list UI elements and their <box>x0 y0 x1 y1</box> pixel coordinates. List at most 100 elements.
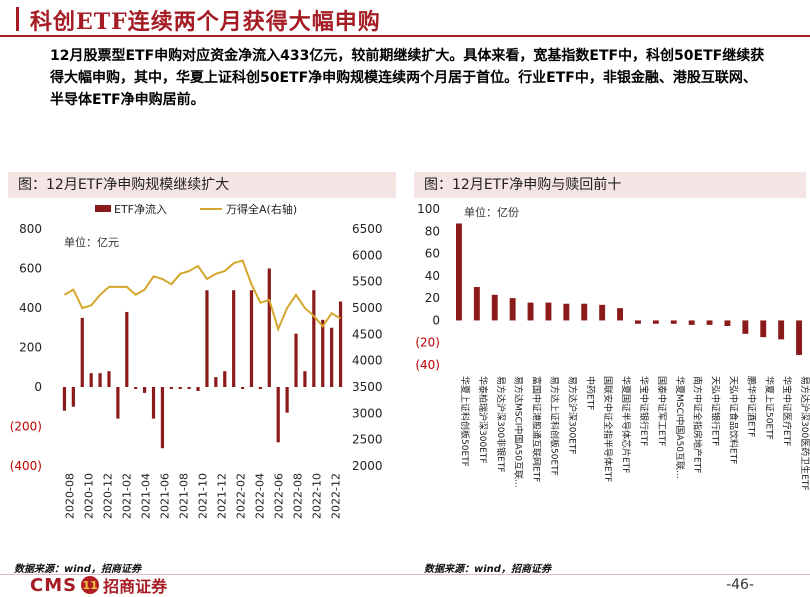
right-unit-label: 单位：亿份 <box>464 205 519 219</box>
etf-inflow-bar <box>338 301 343 387</box>
page-number: -46- <box>726 577 754 593</box>
net-subscription-bar <box>581 303 588 321</box>
etf-inflow-bar <box>240 387 245 389</box>
etf-inflow-bar <box>80 317 84 387</box>
right-y-tick-label: 6500 <box>352 222 383 236</box>
etf-inflow-bar <box>249 290 254 387</box>
etf-inflow-bar <box>187 387 191 389</box>
right-y-tick-label: 20 <box>425 291 440 305</box>
footer-line <box>0 574 810 575</box>
net-subscription-bar <box>527 302 534 321</box>
logo-cn-text: 招商证券 <box>103 577 168 596</box>
category-label: 易方达沪深300ETF <box>566 376 578 455</box>
net-subscription-bar <box>778 320 785 340</box>
net-subscription-bar <box>509 298 516 321</box>
etf-inflow-bar <box>205 290 209 387</box>
category-label: 南方中证全指房地产ETF <box>692 376 704 473</box>
x-tick-label: 2021-08 <box>178 473 191 519</box>
net-subscription-bar <box>545 302 552 321</box>
left-y-tick-label: 400 <box>19 301 42 315</box>
x-tick-label: 2021-10 <box>197 473 210 519</box>
right-chart-title: 图：12月ETF净申购与赎回前十 <box>414 172 806 198</box>
net-subscription-bar <box>724 320 731 326</box>
net-subscription-bar <box>617 308 624 321</box>
left-y-tick-label: 800 <box>19 222 42 236</box>
left-source: 数据来源：wind，招商证券 <box>14 564 141 575</box>
x-tick-label: 2021-02 <box>121 473 134 519</box>
right-y-tick-label: 80 <box>425 224 440 238</box>
right-y-tick-label: 4500 <box>352 327 383 341</box>
right-y-tick-label: 4000 <box>352 354 383 368</box>
category-label: 国联安中证全指半导体ETF <box>602 376 614 482</box>
right-source: 数据来源：wind，招商证券 <box>424 564 551 575</box>
etf-inflow-bar <box>62 387 67 411</box>
x-tick-label: 2022-04 <box>254 473 267 519</box>
category-label: 易方达上证科创板50ETF <box>548 376 560 476</box>
etf-inflow-bar <box>232 290 236 387</box>
category-label: 华宝中证医疗ETF <box>781 376 793 446</box>
etf-inflow-bar <box>151 387 156 419</box>
right-y-tick-label: 3000 <box>352 406 383 420</box>
x-tick-label: 2021-12 <box>216 473 229 519</box>
left-y-tick-label: (400) <box>10 459 42 473</box>
etf-inflow-bar <box>89 373 93 387</box>
right-y-tick-label: 60 <box>425 247 440 261</box>
etf-inflow-bar <box>98 373 102 387</box>
etf-inflow-bar <box>330 327 334 387</box>
cms-logo: CMS 11 招商证券 <box>30 574 168 597</box>
etf-inflow-bar <box>143 387 147 393</box>
wind-all-a-line <box>63 259 342 333</box>
right-chart: 单位：亿份 100 80 60 40 20 0 (20) (40) 华夏上证科创板50ETF 华泰柏… <box>415 202 810 491</box>
x-tick-label: 2022-08 <box>292 473 305 519</box>
legend-swatch-bar <box>95 205 111 212</box>
left-y-tick-label: 0 <box>34 380 42 394</box>
category-label: 富国中证港股通互联网ETF <box>531 376 543 482</box>
net-subscription-bar <box>742 320 749 334</box>
net-subscription-bar <box>652 320 659 324</box>
category-label: 华泰柏瑞沪深300ETF <box>477 376 489 464</box>
net-subscription-bar <box>796 320 803 355</box>
net-subscription-bar <box>760 320 767 338</box>
right-y-tick-label: 6000 <box>352 248 383 262</box>
right-y-tick-label: 3500 <box>352 380 383 394</box>
category-label: 天弘中证银行ETF <box>710 376 722 446</box>
etf-inflow-bar <box>276 387 280 443</box>
right-y-tick-label: 100 <box>417 202 440 216</box>
etf-inflow-bar <box>285 387 289 413</box>
etf-inflow-bar <box>169 387 173 389</box>
x-tick-label: 2020-12 <box>102 473 115 519</box>
category-label: 中药ETF <box>584 376 596 410</box>
summary-text: 12月股票型ETF申购对应资金净流入433亿元，较前期继续扩大。具体来看，宽基指… <box>50 48 765 108</box>
etf-inflow-bar <box>134 387 138 389</box>
category-label: 华夏上证50ETF <box>763 376 775 440</box>
left-y-tick-label: 600 <box>19 262 42 276</box>
right-y-tick-label: 5000 <box>352 301 383 315</box>
category-label: 国泰中证军工ETF <box>656 376 668 446</box>
title-bar: 科创ETF连续两个月获得大幅申购 <box>0 0 810 40</box>
x-tick-label: 2020-10 <box>83 473 96 519</box>
category-label: 鹏华中证酒ETF <box>745 376 757 437</box>
net-subscription-bar <box>688 320 695 325</box>
left-unit-label: 单位：亿元 <box>64 235 119 249</box>
right-y-tick-label: (20) <box>415 336 440 350</box>
x-tick-label: 2022-12 <box>330 473 343 519</box>
etf-inflow-bar <box>107 371 111 387</box>
etf-inflow-bar <box>303 371 307 387</box>
right-y-tick-label: 40 <box>425 269 440 283</box>
legend-label-line: 万得全A(右轴) <box>226 202 297 216</box>
category-label: 天弘中证食品饮料ETF <box>727 376 739 464</box>
net-subscription-bar <box>563 303 570 321</box>
page-title: 科创ETF连续两个月获得大幅申购 <box>30 9 381 35</box>
right-y-tick-label: 0 <box>432 313 440 327</box>
logo-badge-icon: 11 <box>81 576 100 594</box>
etf-inflow-bar <box>267 268 271 387</box>
net-subscription-bar <box>599 304 606 321</box>
net-subscription-bar <box>634 320 641 324</box>
net-subscription-bar <box>670 320 677 324</box>
category-label: 华夏上证科创板50ETF <box>459 376 471 467</box>
left-y-tick-label: (200) <box>10 420 42 434</box>
title-accent <box>16 7 19 31</box>
right-y-tick-label: (40) <box>415 358 440 372</box>
x-tick-label: 2022-06 <box>273 473 286 519</box>
